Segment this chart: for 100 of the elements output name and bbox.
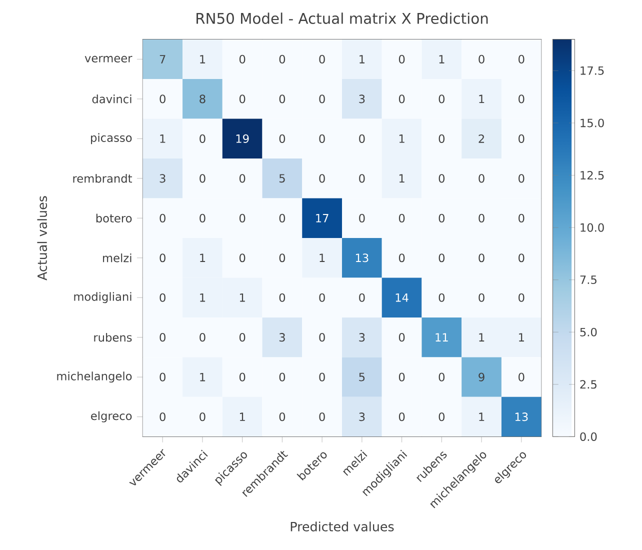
data-label: 14	[396, 293, 408, 302]
data-label: 7	[160, 55, 166, 64]
data-label: 5	[359, 372, 365, 382]
data-label: 1	[360, 55, 364, 64]
data-label: 8	[200, 94, 206, 104]
data-label: 3	[359, 333, 365, 342]
data-label: 1	[200, 55, 206, 64]
y-tick-label: melzi	[103, 253, 132, 262]
data-label: 3	[279, 333, 285, 342]
data-label: 0	[160, 372, 166, 382]
color-bar-label: 12.5	[580, 170, 604, 180]
data-label: 0	[438, 134, 445, 143]
data-label: 1	[399, 174, 404, 183]
data-label: 0	[239, 333, 246, 342]
data-label: 3	[160, 174, 166, 183]
data-label: 0	[518, 254, 524, 262]
y-tick-label: elgreco	[91, 411, 132, 422]
data-label: 0	[239, 372, 246, 382]
data-label: 5	[279, 174, 285, 183]
data-label: 0	[200, 412, 206, 422]
y-tick-label: vermeer	[84, 56, 132, 62]
data-label: 0	[438, 372, 445, 382]
data-label: 0	[160, 293, 166, 302]
data-label: 0	[478, 174, 484, 183]
color-bar-label: 0.0	[580, 432, 597, 441]
data-label: 13	[356, 254, 368, 262]
data-label: 0	[279, 94, 286, 104]
data-label: 0	[160, 214, 166, 222]
data-label: 0	[319, 333, 325, 342]
data-label: 0	[239, 94, 246, 104]
data-label: 0	[438, 412, 445, 422]
data-label: 0	[319, 293, 325, 302]
data-label: 1	[479, 333, 484, 342]
y-tick-label: botero	[96, 214, 132, 223]
data-label: 0	[319, 174, 325, 183]
data-label: 0	[279, 54, 286, 64]
color-bar-label: 2.5	[580, 380, 596, 389]
data-label: 0	[398, 254, 405, 262]
data-label: 1	[160, 134, 166, 143]
color-bar-label: 5.0	[580, 328, 597, 336]
color-bar-label: 10.0	[580, 223, 604, 232]
y-tick-label: modigliani	[74, 292, 132, 304]
data-label: 1	[240, 293, 245, 302]
data-label: 0	[279, 293, 286, 302]
data-label: 0	[279, 412, 286, 422]
data-label: 0	[359, 214, 365, 222]
x-axis-title: Predicted values	[290, 522, 394, 532]
data-label: 0	[398, 372, 405, 382]
data-label: 0	[279, 134, 286, 143]
data-label: 0	[518, 372, 524, 382]
data-label: 1	[399, 134, 404, 143]
data-label: 17	[316, 214, 328, 222]
y-tick-label: michelangelo	[57, 372, 132, 383]
data-label: 0	[319, 412, 325, 422]
color-bar-label: 17.5	[580, 66, 604, 75]
data-label: 1	[200, 372, 206, 382]
data-label: 0	[239, 174, 246, 183]
color-bar-label: 7.5	[580, 276, 596, 284]
data-label: 0	[319, 134, 325, 143]
data-label: 0	[438, 254, 445, 262]
data-label: 1	[320, 254, 325, 262]
data-label: 1	[479, 412, 484, 421]
data-label: 0	[398, 412, 405, 422]
color-bar-label: 15.0	[580, 118, 604, 128]
data-label: 0	[438, 214, 445, 222]
data-label: 0	[438, 293, 445, 302]
data-label: 1	[519, 333, 524, 342]
data-label: 0	[200, 134, 206, 143]
data-label: 0	[478, 254, 484, 262]
y-axis-title: Actual values	[37, 196, 48, 280]
data-label: 0	[438, 94, 445, 104]
data-label: 0	[160, 254, 166, 262]
data-label: 0	[398, 333, 405, 342]
data-label: 1	[479, 94, 484, 104]
y-tick-label: davinci	[92, 94, 132, 104]
data-label: 0	[518, 134, 524, 143]
data-label: 0	[160, 412, 166, 422]
data-label: 0	[518, 293, 524, 302]
data-label: 0	[279, 214, 286, 222]
data-label: 0	[398, 214, 405, 222]
data-label: 1	[200, 293, 206, 302]
data-label: 9	[478, 372, 484, 382]
data-label: 0	[319, 94, 325, 104]
y-tick-label: rembrandt	[73, 174, 132, 183]
data-label: 11	[436, 333, 448, 342]
data-label: 0	[200, 174, 206, 183]
data-label: 0	[279, 372, 286, 382]
data-label: 1	[200, 254, 206, 262]
data-label: 3	[359, 412, 365, 422]
data-label: 0	[200, 214, 206, 222]
data-label: 19	[236, 134, 249, 143]
data-label: 1	[439, 55, 444, 64]
data-label: 0	[160, 94, 166, 104]
data-label: 0	[398, 94, 405, 104]
data-label: 0	[279, 254, 286, 262]
data-label: 0	[239, 54, 246, 64]
data-label: 0	[359, 134, 365, 143]
chart-title: RN50 Model - Actual matrix X Prediction	[196, 12, 488, 24]
data-label: 0	[518, 214, 524, 222]
data-label: 0	[398, 54, 405, 64]
